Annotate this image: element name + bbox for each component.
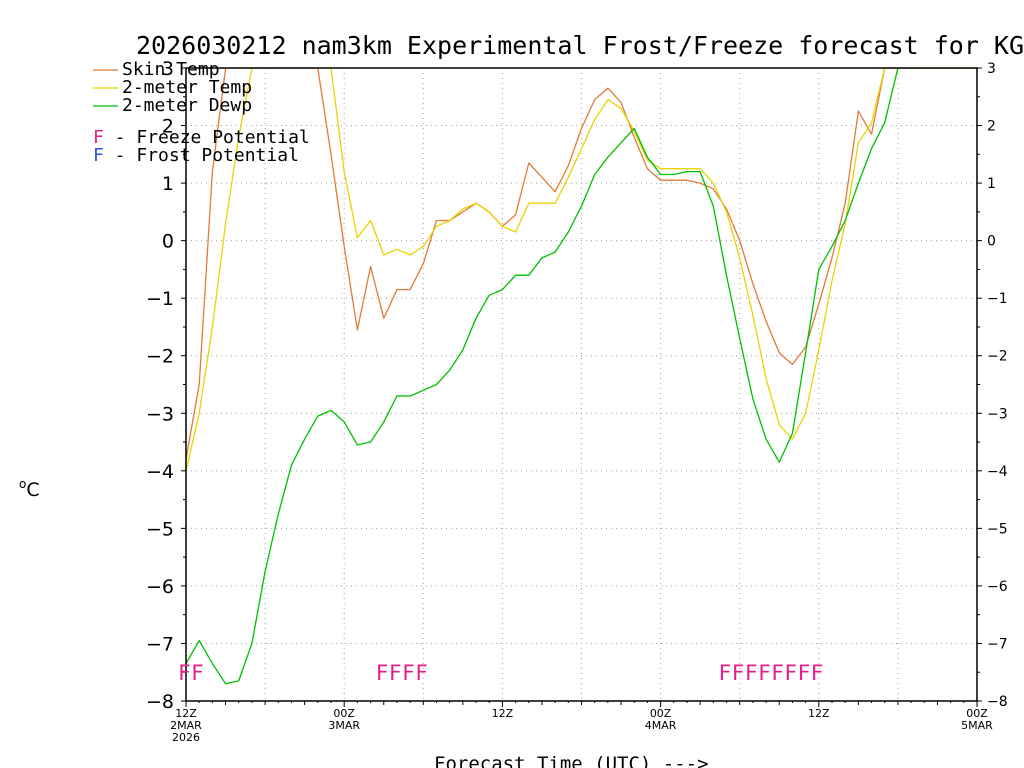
freeze-flag: F <box>415 661 428 685</box>
y-tick-label: −4 <box>146 461 174 483</box>
y-tick-label-right: 1 <box>987 176 996 192</box>
x-axis-label: Forecast Time (UTC) ---> <box>434 753 709 768</box>
y-tick-label: −6 <box>146 576 174 598</box>
y-tick-label-right: −2 <box>987 349 1008 365</box>
potential-legend-text: - Freeze Potential <box>104 127 310 148</box>
freeze-flag: F <box>771 661 784 685</box>
y-tick-label-right: 2 <box>987 119 996 135</box>
y-tick-label: −8 <box>146 691 174 713</box>
x-tick-label: 00Z <box>966 707 988 720</box>
x-tick-label: 12Z <box>175 707 197 720</box>
y-axis-right: −8 −7 −6 −5 −4 −3 −2 −1 0 1 2 3 <box>977 61 1008 710</box>
potential-legend-item: F - Freeze Potential <box>93 127 310 148</box>
y-tick-label: 2 <box>162 116 174 138</box>
legend-label: Skin Temp <box>122 59 220 80</box>
x-tick-label: 3MAR <box>328 719 360 732</box>
x-tick-label: 4MAR <box>645 719 677 732</box>
x-tick-label: 5MAR <box>961 719 993 732</box>
freeze-flag: F <box>745 661 758 685</box>
y-tick-label-right: −5 <box>987 521 1008 537</box>
freeze-flag: F <box>178 661 191 685</box>
y-axis-left: −8 −7 −6 −5 −4 −3 −2 −1 0 1 2 3 <box>146 58 186 713</box>
y-tick-label: 0 <box>162 231 174 253</box>
x-tick-label: 2026 <box>172 731 200 744</box>
y-tick-label-right: −1 <box>987 291 1008 307</box>
degree-symbol: o <box>19 477 26 491</box>
y-tick-label-right: −4 <box>987 464 1008 480</box>
legend-label: 2-meter Temp <box>122 77 252 98</box>
y-tick-label-right: −8 <box>987 694 1008 710</box>
plot-frame <box>185 67 978 702</box>
grid-lines <box>186 68 977 701</box>
y-tick-label: −5 <box>146 518 174 540</box>
chart-title: 2026030212 nam3km Experimental Frost/Fre… <box>136 31 1024 60</box>
freeze-flag: F <box>784 661 797 685</box>
x-tick-label: 00Z <box>333 707 355 720</box>
freeze-flag: F <box>758 661 771 685</box>
y-tick-label-right: 0 <box>987 234 996 250</box>
y-tick-label: 1 <box>162 173 174 195</box>
freeze-flag: F <box>732 661 745 685</box>
y-tick-label-right: −6 <box>987 579 1008 595</box>
freeze-flag: F <box>389 661 402 685</box>
y-axis-unit: C <box>26 479 39 501</box>
x-tick-label: 12Z <box>492 707 514 720</box>
y-tick-label: 3 <box>162 58 174 80</box>
y-axis-label: oC <box>19 477 40 501</box>
freeze-flag: F <box>376 661 389 685</box>
y-tick-label: −7 <box>146 633 174 655</box>
series-line-2-meter-temp <box>186 68 977 471</box>
freeze-flag: F <box>798 661 811 685</box>
x-tick-label: 12Z <box>808 707 830 720</box>
x-tick-label: 2MAR <box>170 719 202 732</box>
legend-label: 2-meter Dewp <box>122 95 252 116</box>
potential-legend-symbol: F <box>93 127 104 148</box>
y-tick-label: −1 <box>146 288 174 310</box>
freeze-flag: F <box>402 661 415 685</box>
freeze-flag: F <box>811 661 824 685</box>
series-line-2-meter-dewp <box>186 68 977 685</box>
series-lines <box>186 68 977 685</box>
y-tick-label-right: −3 <box>987 406 1008 422</box>
y-tick-label: −3 <box>146 403 174 425</box>
y-tick-label-right: −7 <box>987 636 1008 652</box>
freeze-flag: F <box>719 661 732 685</box>
y-tick-label: −2 <box>146 346 174 368</box>
potential-legend-item: F - Frost Potential <box>93 145 299 166</box>
y-tick-label-right: 3 <box>987 61 996 77</box>
potential-legend-symbol: F <box>93 145 104 166</box>
series-line-skin-temp <box>186 68 977 460</box>
freeze-flag: F <box>191 661 204 685</box>
potential-legend-text: - Frost Potential <box>104 145 299 166</box>
x-tick-label: 00Z <box>650 707 672 720</box>
